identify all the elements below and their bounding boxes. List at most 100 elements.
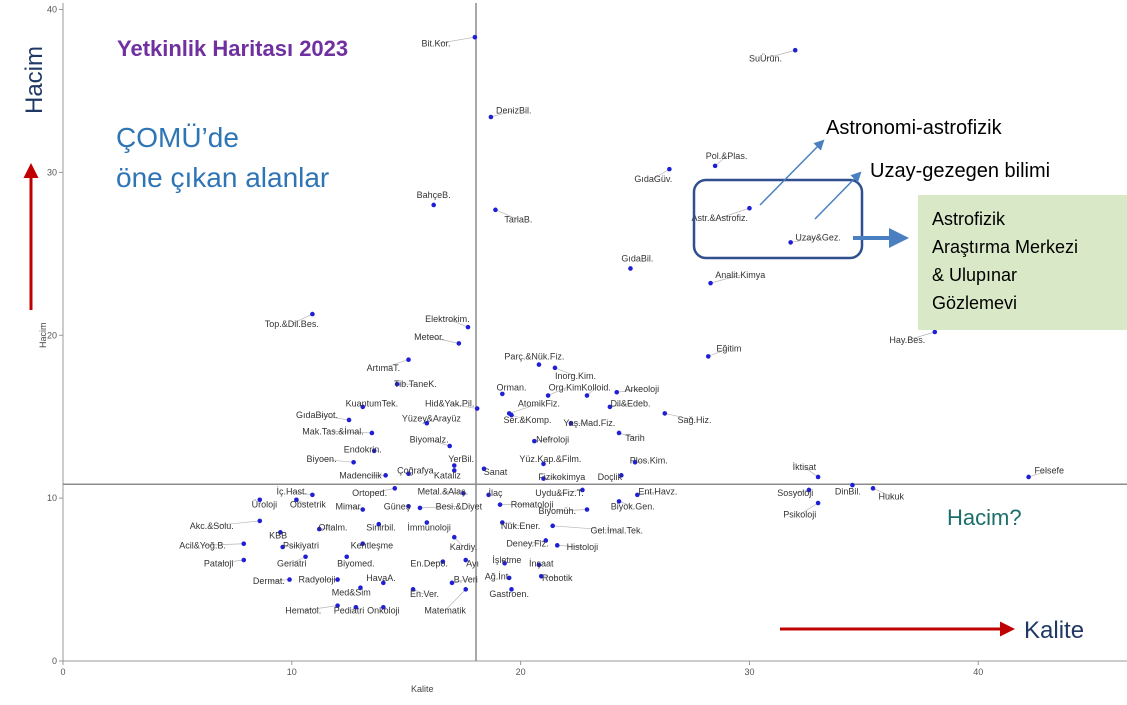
data-point: [815, 474, 821, 480]
data-point-label: Hukuk: [879, 492, 905, 502]
data-point: [451, 534, 457, 540]
data-point: [509, 587, 514, 592]
volume-label-big: Hacim: [21, 46, 48, 114]
data-point: [488, 114, 494, 120]
x-axis-title: Kalite: [411, 684, 434, 694]
label-leader-line: [435, 36, 475, 45]
data-point-label: Sosyoloji: [777, 488, 813, 498]
data-point: [628, 266, 633, 271]
center-line-1: Astrofizik: [932, 209, 1006, 229]
label-leader-line: [319, 527, 334, 530]
data-point: [449, 580, 455, 586]
data-point-label: Kolloid.: [581, 382, 611, 392]
data-point-label: GıdaGüv.: [634, 174, 672, 184]
data-point: [451, 468, 457, 473]
data-point-label: Nefroloji: [536, 434, 569, 444]
data-point-label: Kataliz: [434, 470, 462, 480]
data-point: [932, 329, 938, 335]
label-leader-line: [554, 367, 576, 377]
data-point: [241, 557, 247, 563]
label-leader-line: [218, 559, 244, 564]
label-leader-line: [534, 439, 553, 442]
subheading: ÇOMÜ’de öne çıkan alanlar: [116, 118, 416, 198]
label-leader-line: [664, 413, 695, 421]
data-point: [344, 554, 350, 560]
data-point-label: Bit.Kor.: [421, 39, 450, 49]
label-leader-line: [543, 476, 562, 479]
data-point: [541, 476, 546, 481]
quality-label-big: Kalite: [1024, 617, 1085, 644]
data-point-label: Uydu&Fiz.T.: [535, 488, 584, 498]
data-point: [870, 486, 876, 491]
label-leader-line: [609, 403, 631, 408]
label-leader-line: [282, 545, 302, 548]
data-point-label: DinBil.: [835, 487, 861, 497]
data-point: [792, 47, 798, 53]
arrow-to-planet: [814, 171, 862, 220]
data-point: [497, 502, 503, 507]
data-point-label: Doçlik: [598, 472, 623, 482]
data-point: [406, 503, 411, 509]
data-point-label: Yüz.Kap.&Film.: [519, 454, 581, 464]
label-leader-line: [557, 545, 583, 548]
data-point: [360, 541, 366, 547]
data-point: [500, 391, 505, 397]
data-point-label: Madencilik: [339, 470, 382, 480]
data-point-label: Ent.Havz.: [638, 487, 677, 497]
data-point-label: Org.Kim.: [549, 382, 585, 392]
data-point-label: Elektrokim.: [425, 314, 470, 324]
label-leader-line: [291, 491, 313, 496]
label-leader-line: [710, 274, 741, 284]
data-point-label: Tarih: [625, 433, 645, 443]
data-point-label: Pataloji: [204, 558, 234, 568]
data-point-label: Gastroen.: [489, 589, 529, 599]
data-point-label: AtomikFiz.: [518, 399, 560, 409]
subheading-line-1: ÇOMÜ’de: [116, 122, 239, 153]
data-point: [392, 486, 398, 491]
data-point-label: Parç.&Nük.Fiz.: [504, 351, 564, 361]
data-point-label: Orman.: [496, 382, 526, 392]
data-point: [616, 430, 622, 436]
y-tick-label: 20: [47, 330, 57, 340]
data-point-label: KuantumTek.: [346, 399, 399, 409]
data-point-label: Mimar.: [336, 501, 363, 511]
data-point-label: KBB: [269, 531, 287, 541]
data-point: [335, 577, 340, 582]
label-leader-line: [490, 110, 514, 118]
label-leader-line: [419, 505, 459, 509]
label-leader-line: [616, 388, 642, 393]
data-point-label: Hid&Yak.Pil.: [425, 399, 474, 409]
data-point: [705, 354, 711, 359]
label-leader-line: [559, 489, 583, 494]
center-line-2: Araştırma Merkezi: [932, 237, 1079, 257]
label-leader-line: [635, 460, 649, 463]
data-point: [532, 438, 537, 444]
data-point: [493, 207, 498, 213]
label-leader-line: [348, 505, 363, 510]
data-point: [506, 575, 512, 581]
data-point-label: TarlaB.: [504, 215, 532, 225]
data-point: [1026, 474, 1031, 480]
label-leader-line: [268, 579, 290, 582]
data-point: [747, 205, 752, 211]
data-point: [461, 490, 466, 496]
data-point: [552, 365, 558, 371]
data-point: [381, 580, 386, 586]
data-point: [708, 280, 713, 286]
data-point: [383, 473, 388, 478]
data-point-label: Felsefe: [1034, 465, 1064, 475]
data-point: [451, 463, 457, 468]
data-point-label: Çoğrafya: [397, 465, 434, 475]
data-point: [369, 430, 375, 436]
data-point: [358, 585, 363, 591]
label-leader-line: [429, 561, 443, 564]
data-point-label: Plos.Kim.: [630, 456, 668, 466]
label-leader-line: [527, 540, 546, 545]
data-point: [568, 420, 574, 426]
data-point-label: Analit.Kimya: [715, 270, 765, 280]
map-heading: Yetkinlik Haritası 2023: [117, 36, 349, 61]
data-point: [335, 603, 340, 608]
data-point: [410, 587, 416, 592]
data-point: [310, 492, 315, 498]
